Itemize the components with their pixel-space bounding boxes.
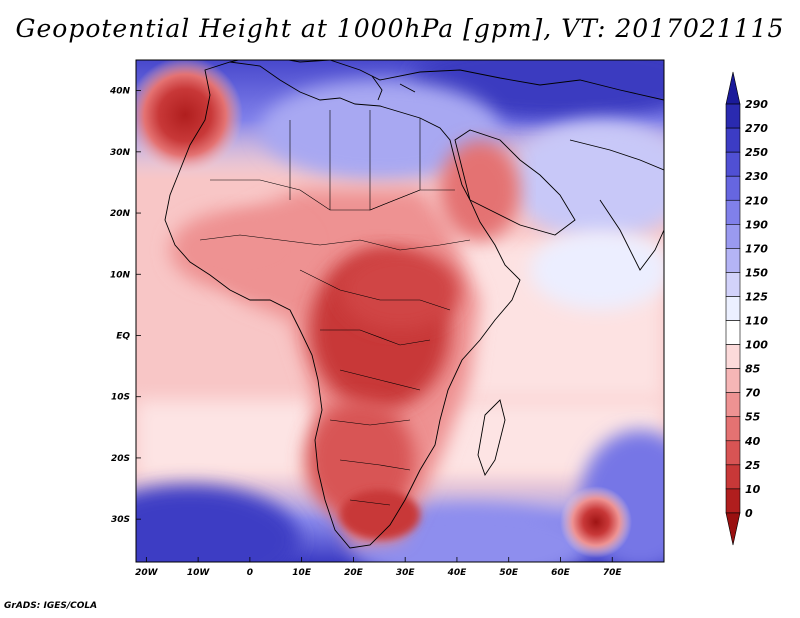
height-field <box>136 60 664 562</box>
lon-tick-label: 70E <box>603 568 623 578</box>
colorbar-label: 230 <box>745 170 768 183</box>
lon-tick-label: 0 <box>247 568 253 578</box>
lon-tick-label: 20W <box>135 568 159 578</box>
map-title: Geopotential Height at 1000hPa [gpm], VT… <box>15 14 785 43</box>
colorbar-label: 70 <box>745 387 761 400</box>
lon-tick-label: 50E <box>499 568 519 578</box>
colorbar-swatch <box>725 464 741 490</box>
colorbar-label: 0 <box>745 507 753 520</box>
colorbar-swatch <box>725 127 741 153</box>
colorbar-swatch <box>725 248 741 273</box>
colorbar-swatch <box>725 199 741 225</box>
colorbar-swatch <box>725 488 741 514</box>
lon-tick-label: 10E <box>292 568 312 578</box>
lon-tick-label: 60E <box>551 568 571 578</box>
lat-tick-label: 20N <box>110 209 131 219</box>
colorbar-label: 100 <box>745 339 768 352</box>
colorbar-label: 210 <box>745 194 768 207</box>
lat-tick-label: 40N <box>109 87 131 97</box>
lon-tick-label: 30E <box>396 568 416 578</box>
colorbar-label: 85 <box>745 363 761 376</box>
colorbar-label: 150 <box>745 266 768 279</box>
colorbar-label: 55 <box>745 411 761 424</box>
colorbar-swatch <box>725 344 741 369</box>
plot-frame <box>135 59 665 563</box>
colorbar-label: 250 <box>745 146 768 159</box>
colorbar: 2902702502302101901701501251101008570554… <box>725 71 768 546</box>
colorbar-label: 125 <box>745 290 768 303</box>
lat-tick-label: 30N <box>110 148 131 158</box>
lat-tick-label: 30S <box>111 515 130 525</box>
colorbar-swatch <box>725 175 741 201</box>
colorbar-swatch <box>725 440 741 466</box>
colorbar-label: 25 <box>745 459 761 472</box>
lat-tick-label: EQ <box>116 331 130 341</box>
colorbar-label: 270 <box>745 122 768 135</box>
colorbar-swatch <box>725 392 741 418</box>
country-borders <box>199 110 471 506</box>
lat-tick-label: 10S <box>111 393 130 403</box>
credit-label: GrADS: IGES/COLA <box>4 601 98 611</box>
colorbar-swatch <box>725 512 741 546</box>
lat-tick-label: 10N <box>110 270 131 280</box>
lat-tick-label: 20S <box>111 454 130 464</box>
colorbar-swatch <box>725 71 741 105</box>
latitude-axis: 40N 30N 20N 10N EQ 10S 20S 30S <box>109 87 141 525</box>
colorbar-label: 10 <box>745 483 761 496</box>
colorbar-label: 170 <box>745 242 768 255</box>
colorbar-swatch <box>725 368 741 393</box>
lon-tick-label: 40E <box>447 568 468 578</box>
lon-tick-label: 20E <box>344 568 364 578</box>
colorbar-swatch <box>725 296 741 321</box>
colorbar-label: 110 <box>745 315 768 328</box>
colorbar-label: 290 <box>745 98 768 111</box>
colorbar-swatch <box>725 151 741 177</box>
colorbar-label: 190 <box>745 218 768 231</box>
colorbar-swatch <box>725 416 741 442</box>
colorbar-swatch <box>725 103 741 129</box>
colorbar-swatch <box>725 272 741 297</box>
colorbar-swatch <box>725 224 741 249</box>
lon-tick-label: 10W <box>187 568 211 578</box>
coastlines <box>164 60 664 549</box>
longitude-axis: 20W 10W 0 10E 20E 30E 40E 50E 60E 70E <box>135 557 622 578</box>
colorbar-label: 40 <box>744 435 761 448</box>
colorbar-swatch <box>725 320 741 345</box>
